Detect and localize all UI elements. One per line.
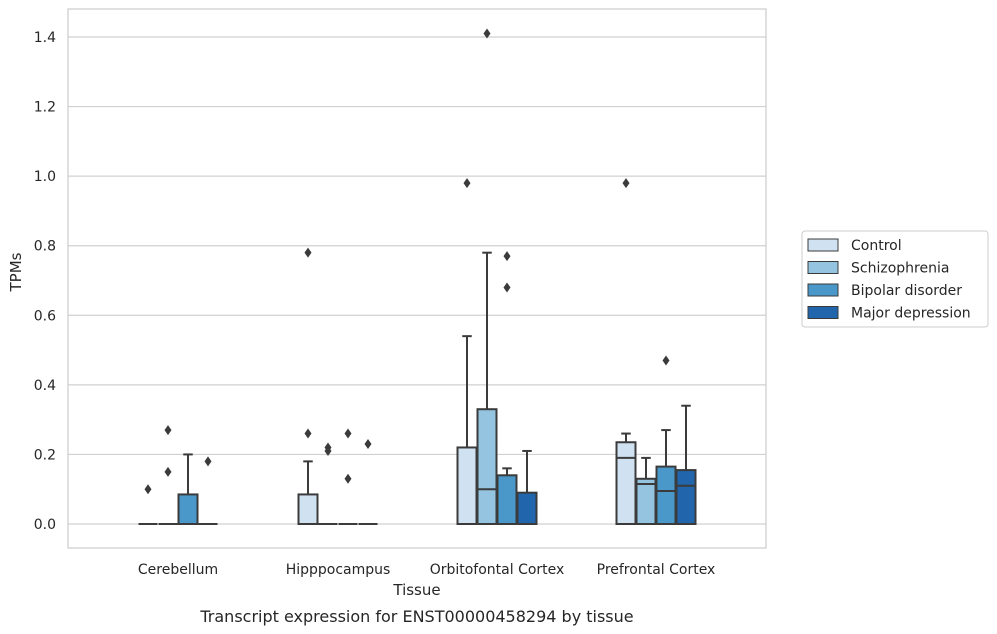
legend-label: Bipolar disorder: [851, 283, 962, 299]
y-axis-label: TPMs: [7, 252, 25, 292]
outlier-point: [622, 178, 630, 189]
box-0-1: [297, 460, 319, 525]
outlier-point: [304, 428, 312, 439]
grid-lines: [68, 36, 766, 525]
box-2-0: [177, 453, 199, 525]
box-iqr: [675, 469, 697, 526]
chart-caption: Transcript expression for ENST0000045829…: [199, 607, 633, 626]
legend-label: Schizophrenia: [851, 261, 949, 277]
box-2-2: [496, 467, 518, 525]
box-1-3: [635, 456, 657, 525]
outlier-point: [344, 428, 352, 439]
y-axis-ticks: 0.0 0.2 0.4 0.6 0.8 1.0 1.2 1.4: [34, 30, 56, 533]
y-tick-label: 1.2: [34, 100, 56, 116]
box-0-3: [615, 432, 637, 525]
box-iqr: [476, 408, 498, 526]
x-tick-label: Prefrontal Cortex: [597, 562, 716, 578]
outlier-point: [344, 473, 352, 484]
box-iqr: [456, 446, 478, 526]
outlier-point: [204, 456, 212, 467]
legend-swatch: [807, 283, 839, 297]
outlier-point: [324, 442, 332, 453]
outlier-point: [503, 282, 511, 293]
legend-swatch: [807, 261, 839, 274]
plot-area-frame: [67, 8, 767, 549]
legend-label: Major depression: [851, 306, 971, 322]
outlier-point: [483, 28, 491, 39]
box-3-2: [516, 449, 538, 526]
outliers: [144, 28, 670, 495]
x-tick-label: Hipppocampus: [286, 562, 391, 578]
y-tick-label: 1.0: [34, 169, 56, 185]
y-tick-label: 1.4: [34, 30, 56, 46]
y-tick-label: 0.0: [34, 517, 56, 533]
x-tick-label: Orbitofontal Cortex: [430, 562, 565, 578]
outlier-point: [164, 466, 172, 477]
box-2-3: [655, 429, 677, 526]
outlier-point: [662, 355, 670, 366]
x-tick-label: Cerebellum: [138, 562, 218, 578]
y-tick-label: 0.2: [34, 447, 56, 463]
box-iqr: [496, 474, 518, 525]
y-tick-label: 0.6: [34, 308, 56, 324]
legend: Control Schizophrenia Bipolar disorder Majo…: [801, 230, 989, 328]
legend-frame: [801, 230, 989, 328]
x-axis-ticks: Cerebellum Hipppocampus Orbitofontal Corte…: [138, 562, 715, 578]
legend-swatch: [807, 306, 839, 319]
outlier-point: [463, 178, 471, 189]
boxes: [138, 251, 697, 526]
y-tick-label: 0.8: [34, 239, 56, 255]
legend-swatch: [807, 238, 839, 252]
box-iqr: [177, 493, 199, 525]
outlier-point: [364, 438, 372, 449]
legend-label: Control: [851, 238, 902, 254]
outlier-point: [304, 247, 312, 258]
x-axis-label: Tissue: [392, 581, 440, 599]
box-iqr: [655, 465, 677, 526]
outlier-point: [503, 251, 511, 262]
outlier-point: [144, 484, 152, 495]
box-iqr: [297, 493, 319, 525]
outlier-point: [164, 425, 172, 436]
box-1-2: [476, 251, 498, 526]
box-iqr: [615, 441, 637, 525]
y-tick-label: 0.4: [34, 378, 56, 394]
box-iqr: [516, 491, 538, 526]
box-3-3: [675, 404, 697, 526]
box-0-2: [456, 335, 478, 526]
box-iqr: [635, 477, 657, 525]
